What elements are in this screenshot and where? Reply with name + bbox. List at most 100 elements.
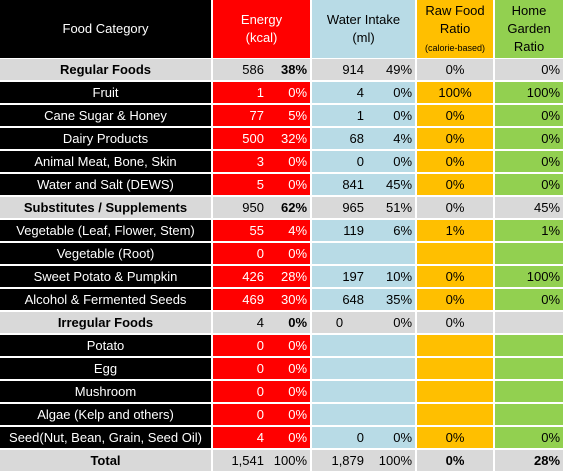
raw-food-ratio-cell: 0% — [416, 311, 496, 335]
food-category-cell: Vegetable (Root) — [0, 242, 213, 266]
water-pct-cell: 45% — [367, 173, 418, 197]
water-pct-cell — [367, 380, 418, 404]
energy-kcal-cell: 77 — [212, 104, 267, 128]
water-ml-cell — [311, 334, 368, 358]
header-energy-unit: (kcal) — [245, 30, 278, 45]
home-garden-ratio-cell: 1% — [494, 219, 563, 243]
table-row: Seed(Nut, Bean, Grain, Seed Oil) 4 0% 0 0% 0%… — [0, 426, 563, 450]
water-pct-cell: 10% — [367, 265, 418, 289]
water-pct-cell: 0% — [367, 150, 418, 174]
water-pct-cell: 4% — [367, 127, 418, 151]
water-ml-cell: 648 — [311, 288, 368, 312]
energy-pct-cell: 38% — [267, 58, 313, 82]
home-garden-ratio-cell — [494, 311, 563, 335]
home-garden-ratio-cell — [494, 242, 563, 266]
energy-kcal-cell: 1 — [212, 81, 267, 105]
food-category-cell: Animal Meat, Bone, Skin — [0, 150, 213, 174]
food-category-cell: Sweet Potato & Pumpkin — [0, 265, 213, 289]
header-raw-sublabel: (calorie-based) — [425, 42, 486, 53]
energy-kcal-cell: 426 — [212, 265, 267, 289]
energy-pct-cell: 5% — [267, 104, 313, 128]
raw-food-ratio-cell — [416, 403, 496, 427]
energy-pct-cell: 0% — [267, 150, 313, 174]
water-ml-cell: 0 — [311, 311, 368, 335]
table-row: Vegetable (Root) 0 0% — [0, 242, 563, 266]
header-raw-food-ratio: Raw Food Ratio (calorie-based) — [416, 0, 496, 59]
water-pct-cell: 51% — [367, 196, 418, 220]
raw-food-ratio-cell: 0% — [416, 426, 496, 450]
energy-pct-cell: 0% — [267, 380, 313, 404]
energy-kcal-cell: 55 — [212, 219, 267, 243]
energy-kcal-cell: 0 — [212, 357, 267, 381]
food-category-cell: Dairy Products — [0, 127, 213, 151]
water-ml-cell: 197 — [311, 265, 368, 289]
home-garden-ratio-cell — [494, 357, 563, 381]
food-category-cell: Egg — [0, 357, 213, 381]
food-category-cell: Seed(Nut, Bean, Grain, Seed Oil) — [0, 426, 213, 450]
water-ml-cell: 914 — [311, 58, 368, 82]
table-row: Vegetable (Leaf, Flower, Stem) 55 4% 119 6% 1… — [0, 219, 563, 243]
header-home-garden-ratio: Home Garden Ratio — [494, 0, 563, 59]
food-category-cell: Irregular Foods — [0, 311, 213, 335]
water-pct-cell — [367, 357, 418, 381]
energy-kcal-cell: 0 — [212, 242, 267, 266]
energy-pct-cell: 28% — [267, 265, 313, 289]
water-ml-cell: 119 — [311, 219, 368, 243]
energy-kcal-cell: 0 — [212, 403, 267, 427]
water-ml-cell — [311, 357, 368, 381]
table-row: Mushroom 0 0% — [0, 380, 563, 404]
table-row: Algae (Kelp and others) 0 0% — [0, 403, 563, 427]
home-garden-ratio-cell: 0% — [494, 150, 563, 174]
table-row: Alcohol & Fermented Seeds 469 30% 648 35% 0% 0… — [0, 288, 563, 312]
water-ml-cell — [311, 380, 368, 404]
water-ml-cell: 841 — [311, 173, 368, 197]
table-row: Sweet Potato & Pumpkin 426 28% 197 10% 0% 100% — [0, 265, 563, 289]
home-garden-ratio-cell — [494, 334, 563, 358]
energy-kcal-cell: 0 — [212, 380, 267, 404]
water-pct-cell — [367, 403, 418, 427]
water-pct-cell: 35% — [367, 288, 418, 312]
energy-pct-cell: 0% — [267, 334, 313, 358]
raw-food-ratio-cell — [416, 334, 496, 358]
raw-food-ratio-cell: 0% — [416, 173, 496, 197]
food-category-cell: Regular Foods — [0, 58, 213, 82]
energy-kcal-cell: 5 — [212, 173, 267, 197]
food-category-cell: Alcohol & Fermented Seeds — [0, 288, 213, 312]
table-row: Water and Salt (DEWS) 5 0% 841 45% 0% 0% — [0, 173, 563, 197]
water-pct-cell: 0% — [367, 81, 418, 105]
water-ml-cell: 68 — [311, 127, 368, 151]
header-food-category-label: Food Category — [62, 21, 149, 36]
home-garden-ratio-cell: 0% — [494, 58, 563, 82]
header-garden-label: Home Garden Ratio — [507, 3, 551, 54]
food-category-cell: Total — [0, 449, 213, 471]
group-row: Irregular Foods 4 0% 0 0% 0% — [0, 311, 563, 335]
table-row: Potato 0 0% — [0, 334, 563, 358]
raw-food-ratio-cell: 0% — [416, 449, 496, 471]
home-garden-ratio-cell: 45% — [494, 196, 563, 220]
food-category-cell: Substitutes / Supplements — [0, 196, 213, 220]
header-water-unit: (ml) — [352, 30, 375, 45]
raw-food-ratio-cell — [416, 380, 496, 404]
home-garden-ratio-cell — [494, 380, 563, 404]
water-ml-cell — [311, 242, 368, 266]
energy-kcal-cell: 4 — [212, 426, 267, 450]
energy-kcal-cell: 3 — [212, 150, 267, 174]
energy-pct-cell: 0% — [267, 242, 313, 266]
food-category-cell: Fruit — [0, 81, 213, 105]
water-ml-cell: 4 — [311, 81, 368, 105]
energy-pct-cell: 0% — [267, 426, 313, 450]
group-row: Substitutes / Supplements 950 62% 965 51% 0% 4… — [0, 196, 563, 220]
header-food-category: Food Category — [0, 0, 213, 59]
header-water-label: Water Intake — [326, 12, 401, 27]
header-water-intake: Water Intake (ml) — [311, 0, 418, 59]
energy-kcal-cell: 1,541 — [212, 449, 267, 471]
home-garden-ratio-cell: 0% — [494, 426, 563, 450]
table-row: Egg 0 0% — [0, 357, 563, 381]
home-garden-ratio-cell: 0% — [494, 104, 563, 128]
raw-food-ratio-cell: 0% — [416, 150, 496, 174]
food-category-cell: Water and Salt (DEWS) — [0, 173, 213, 197]
water-pct-cell: 49% — [367, 58, 418, 82]
energy-kcal-cell: 950 — [212, 196, 267, 220]
energy-pct-cell: 0% — [267, 173, 313, 197]
